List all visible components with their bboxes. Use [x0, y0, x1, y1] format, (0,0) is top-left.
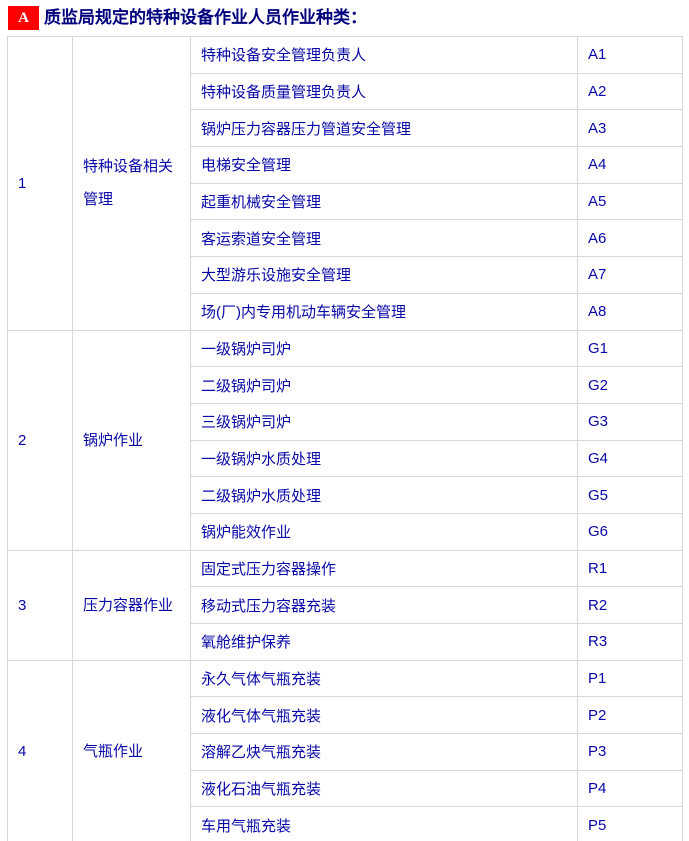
table-row: 车用气瓶充装 P5 [8, 806, 683, 841]
table-row: 特种设备质量管理负责人 A2 [8, 72, 683, 111]
code-cell: G3 [577, 402, 683, 441]
table-row: 客运索道安全管理 A6 [8, 219, 683, 258]
group-category-cell: 压力容器作业 [72, 549, 191, 661]
job-title-cell: 一级锅炉水质处理 [190, 439, 578, 478]
code-cell: P1 [577, 659, 683, 698]
table-row: 液化气体气瓶充装 P2 [8, 696, 683, 735]
code-cell: G2 [577, 366, 683, 404]
table-row: 2 锅炉作业 一级锅炉司炉 G1 [7, 329, 683, 551]
category-table-body: 1 特种设备相关管理 特种设备安全管理负责人 A1 特种设备质量管理负责人 A2 锅炉压力容… [7, 36, 683, 841]
code-cell: P4 [577, 769, 683, 808]
job-title-cell: 场(厂)内专用机动车辆安全管理 [190, 292, 578, 331]
job-title-cell: 二级锅炉司炉 [190, 366, 578, 404]
table-row: 二级锅炉水质处理 G5 [8, 476, 683, 514]
job-title-cell: 氧舱维护保养 [190, 623, 578, 661]
job-title-cell: 电梯安全管理 [190, 146, 578, 184]
code-cell: P3 [577, 733, 683, 771]
group-number-cell: 4 [7, 659, 73, 841]
job-title-cell: 液化气体气瓶充装 [190, 696, 578, 735]
job-title-cell: 特种设备安全管理负责人 [190, 36, 578, 74]
group-category-cell: 锅炉作业 [72, 329, 191, 551]
group-number-cell: 2 [7, 329, 73, 551]
code-cell: R2 [577, 586, 683, 624]
code-cell: A2 [577, 72, 683, 111]
group-number-cell: 3 [7, 549, 73, 661]
table-row: 移动式压力容器充装 R2 [8, 586, 683, 624]
code-cell: P2 [577, 696, 683, 735]
group-number-cell: 1 [7, 36, 73, 331]
job-title-cell: 起重机械安全管理 [190, 182, 578, 221]
group-category-cell: 气瓶作业 [72, 659, 191, 841]
job-title-cell: 溶解乙炔气瓶充装 [190, 733, 578, 771]
code-cell: A5 [577, 182, 683, 221]
table-row: 溶解乙炔气瓶充装 P3 [8, 733, 683, 771]
code-cell: A7 [577, 256, 683, 294]
job-title-cell: 固定式压力容器操作 [190, 549, 578, 588]
code-cell: A6 [577, 219, 683, 258]
code-cell: G6 [577, 512, 683, 551]
table-row: 3 压力容器作业 固定式压力容器操作 R1 [7, 549, 683, 661]
table-row: 电梯安全管理 A4 [8, 146, 683, 184]
personnel-category-table: 1 特种设备相关管理 特种设备安全管理负责人 A1 特种设备质量管理负责人 A2 锅炉压力容… [7, 36, 683, 841]
table-row: 起重机械安全管理 A5 [8, 182, 683, 221]
code-cell: A1 [577, 36, 683, 74]
job-title-cell: 永久气体气瓶充装 [190, 659, 578, 698]
job-title-cell: 移动式压力容器充装 [190, 586, 578, 624]
table-row: 4 气瓶作业 永久气体气瓶充装 P1 [7, 659, 683, 841]
table-row: 场(厂)内专用机动车辆安全管理 A8 [8, 292, 683, 331]
group-category-cell: 特种设备相关管理 [72, 36, 191, 331]
code-cell: R1 [577, 549, 683, 588]
code-cell: A3 [577, 109, 683, 148]
job-title-cell: 二级锅炉水质处理 [190, 476, 578, 514]
table-row: 1 特种设备相关管理 特种设备安全管理负责人 A1 [7, 36, 683, 331]
table-row: 锅炉能效作业 G6 [8, 512, 683, 551]
table-row: 液化石油气瓶充装 P4 [8, 769, 683, 808]
job-title-cell: 客运索道安全管理 [190, 219, 578, 258]
section-header: A 质监局规定的特种设备作业人员作业种类： [0, 0, 689, 36]
job-title-cell: 锅炉能效作业 [190, 512, 578, 551]
code-cell: A4 [577, 146, 683, 184]
table-row: 锅炉压力容器压力管道安全管理 A3 [8, 109, 683, 148]
code-cell: P5 [577, 806, 683, 841]
code-cell: R3 [577, 623, 683, 661]
table-row: 三级锅炉司炉 G3 [8, 402, 683, 441]
code-cell: G5 [577, 476, 683, 514]
job-title-cell: 大型游乐设施安全管理 [190, 256, 578, 294]
code-cell: A8 [577, 292, 683, 331]
code-cell: G1 [577, 329, 683, 368]
code-cell: G4 [577, 439, 683, 478]
table-row: 氧舱维护保养 R3 [8, 623, 683, 661]
job-title-cell: 三级锅炉司炉 [190, 402, 578, 441]
section-badge: A [8, 6, 39, 30]
job-title-cell: 一级锅炉司炉 [190, 329, 578, 368]
table-row: 二级锅炉司炉 G2 [8, 366, 683, 404]
job-title-cell: 液化石油气瓶充装 [190, 769, 578, 808]
job-title-cell: 锅炉压力容器压力管道安全管理 [190, 109, 578, 148]
job-title-cell: 车用气瓶充装 [190, 806, 578, 841]
page-title: 质监局规定的特种设备作业人员作业种类： [44, 8, 367, 27]
job-title-cell: 特种设备质量管理负责人 [190, 72, 578, 111]
table-row: 大型游乐设施安全管理 A7 [8, 256, 683, 294]
